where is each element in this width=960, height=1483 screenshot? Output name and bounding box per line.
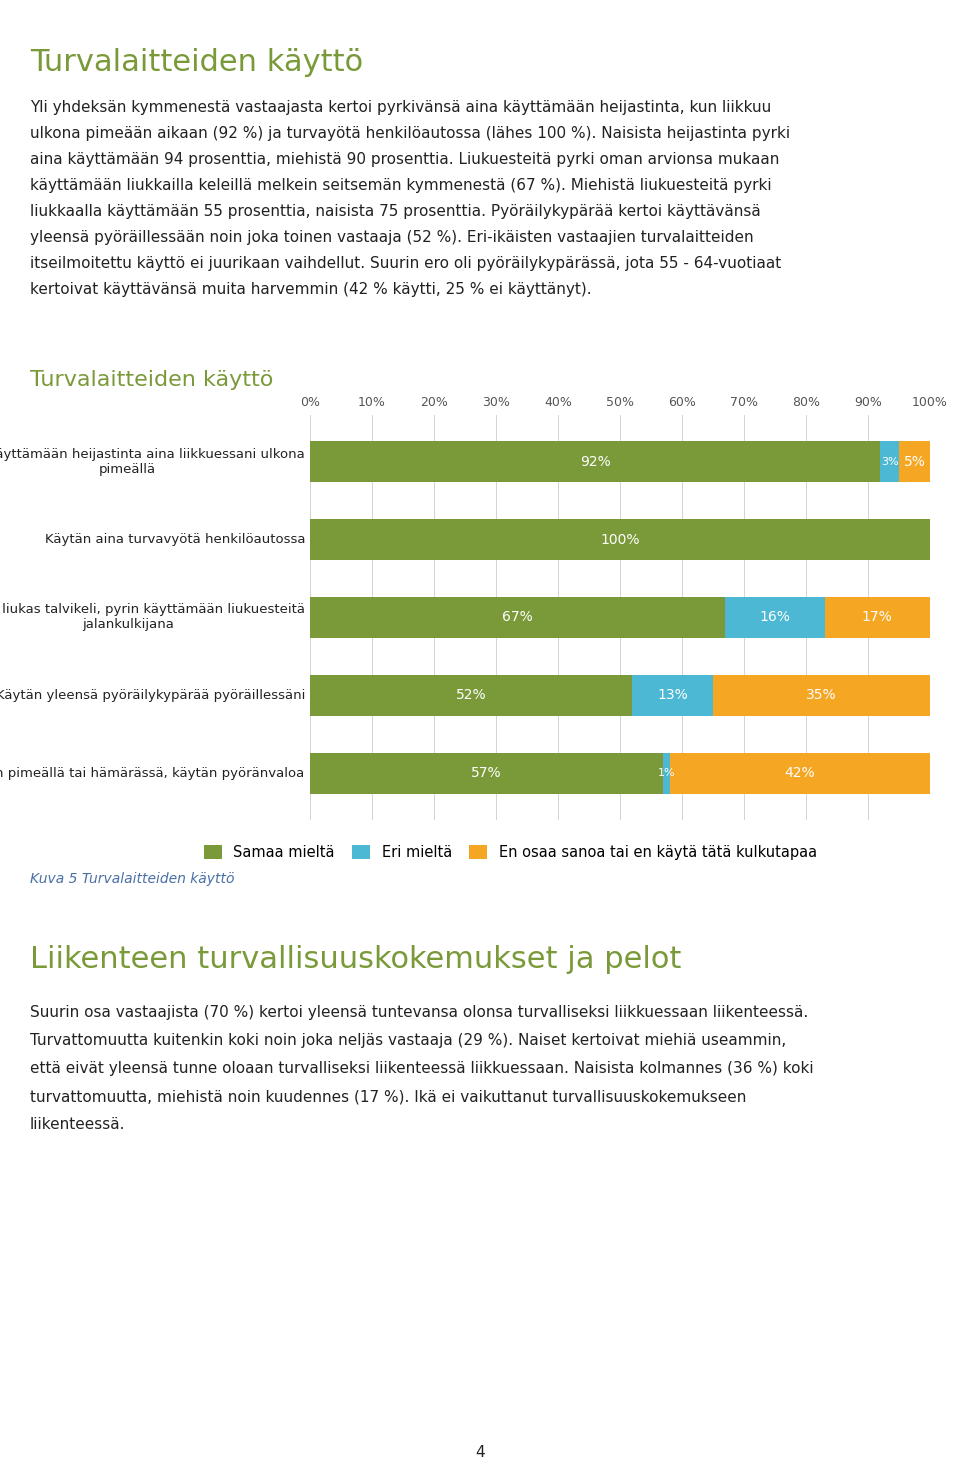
Text: 42%: 42%: [784, 767, 815, 780]
Bar: [880, 442, 899, 482]
Text: 35%: 35%: [806, 688, 837, 703]
Bar: [310, 753, 663, 793]
Text: ulkona pimeään aikaan (92 %) ja turvayötä henkilöautossa (lähes 100 %). Naisista: ulkona pimeään aikaan (92 %) ja turvayöt…: [30, 126, 790, 141]
Text: kertoivat käyttävänsä muita harvemmin (42 % käytti, 25 % ei käyttänyt).: kertoivat käyttävänsä muita harvemmin (4…: [30, 282, 591, 297]
Text: itseilmoitettu käyttö ei juurikaan vaihdellut. Suurin ero oli pyöräilykypärässä,: itseilmoitettu käyttö ei juurikaan vaihd…: [30, 257, 781, 271]
Bar: [310, 519, 930, 561]
Text: 57%: 57%: [471, 767, 502, 780]
Legend: Samaa mieltä, Eri mieltä, En osaa sanoa tai en käytä tätä kulkutapaa: Samaa mieltä, Eri mieltä, En osaa sanoa …: [199, 839, 823, 866]
Text: 4: 4: [475, 1444, 485, 1459]
Text: Jos pyöräilen pimeällä tai hämärässä, käytän pyöränvaloa: Jos pyöräilen pimeällä tai hämärässä, kä…: [0, 767, 305, 780]
Text: Pyrin käyttämään heijastinta aina liikkuessani ulkona
pimeällä: Pyrin käyttämään heijastinta aina liikku…: [0, 448, 305, 476]
Bar: [633, 675, 713, 716]
Text: 52%: 52%: [456, 688, 487, 703]
Text: käyttämään liukkailla keleillä melkein seitsemän kymmenestä (67 %). Miehistä liu: käyttämään liukkailla keleillä melkein s…: [30, 178, 772, 193]
Text: että eivät yleensä tunne oloaan turvalliseksi liikenteessä liikkuessaan. Naisist: että eivät yleensä tunne oloaan turvalli…: [30, 1060, 814, 1077]
Text: Turvalaitteiden käyttö: Turvalaitteiden käyttö: [30, 369, 274, 390]
Text: liikenteessä.: liikenteessä.: [30, 1117, 126, 1132]
Text: 92%: 92%: [580, 455, 611, 469]
Bar: [825, 598, 930, 638]
Text: 1%: 1%: [658, 768, 675, 779]
Text: liukkaalla käyttämään 55 prosenttia, naisista 75 prosenttia. Pyöräilykypärää ker: liukkaalla käyttämään 55 prosenttia, nai…: [30, 205, 760, 219]
Text: Liikenteen turvallisuuskokemukset ja pelot: Liikenteen turvallisuuskokemukset ja pel…: [30, 945, 682, 974]
Text: 16%: 16%: [759, 611, 790, 624]
Text: 5%: 5%: [903, 455, 925, 469]
Text: 13%: 13%: [658, 688, 688, 703]
Text: Kuva 5 Turvalaitteiden käyttö: Kuva 5 Turvalaitteiden käyttö: [30, 872, 234, 885]
Text: Kun on liukas talvikeli, pyrin käyttämään liukuesteitä
jalankulkijana: Kun on liukas talvikeli, pyrin käyttämää…: [0, 604, 305, 632]
Text: Turvattomuutta kuitenkin koki noin joka neljäs vastaaja (29 %). Naiset kertoivat: Turvattomuutta kuitenkin koki noin joka …: [30, 1034, 786, 1048]
Text: Yli yhdeksän kymmenestä vastaajasta kertoi pyrkivänsä aina käyttämään heijastint: Yli yhdeksän kymmenestä vastaajasta kert…: [30, 99, 771, 116]
Bar: [726, 598, 825, 638]
Text: yleensä pyöräillessään noin joka toinen vastaaja (52 %). Eri-ikäisten vastaajien: yleensä pyöräillessään noin joka toinen …: [30, 230, 754, 245]
Bar: [670, 753, 930, 793]
Text: 100%: 100%: [600, 532, 639, 547]
Text: Turvalaitteiden käyttö: Turvalaitteiden käyttö: [30, 47, 363, 77]
Bar: [713, 675, 930, 716]
Text: Käytän aina turvavyötä henkilöautossa: Käytän aina turvavyötä henkilöautossa: [44, 532, 305, 546]
Bar: [663, 753, 670, 793]
Text: 67%: 67%: [502, 611, 533, 624]
Text: 17%: 17%: [862, 611, 893, 624]
Text: aina käyttämään 94 prosenttia, miehistä 90 prosenttia. Liukuesteitä pyrki oman a: aina käyttämään 94 prosenttia, miehistä …: [30, 151, 780, 168]
Text: Suurin osa vastaajista (70 %) kertoi yleensä tuntevansa olonsa turvalliseksi lii: Suurin osa vastaajista (70 %) kertoi yle…: [30, 1005, 808, 1020]
Text: 3%: 3%: [881, 457, 899, 467]
Bar: [310, 675, 633, 716]
Text: turvattomuutta, miehistä noin kuudennes (17 %). Ikä ei vaikuttanut turvallisuusk: turvattomuutta, miehistä noin kuudennes …: [30, 1089, 746, 1103]
Text: Käytän yleensä pyöräilykypärää pyöräillessäni: Käytän yleensä pyöräilykypärää pyöräille…: [0, 690, 305, 701]
Bar: [310, 598, 726, 638]
Bar: [899, 442, 930, 482]
Bar: [310, 442, 880, 482]
